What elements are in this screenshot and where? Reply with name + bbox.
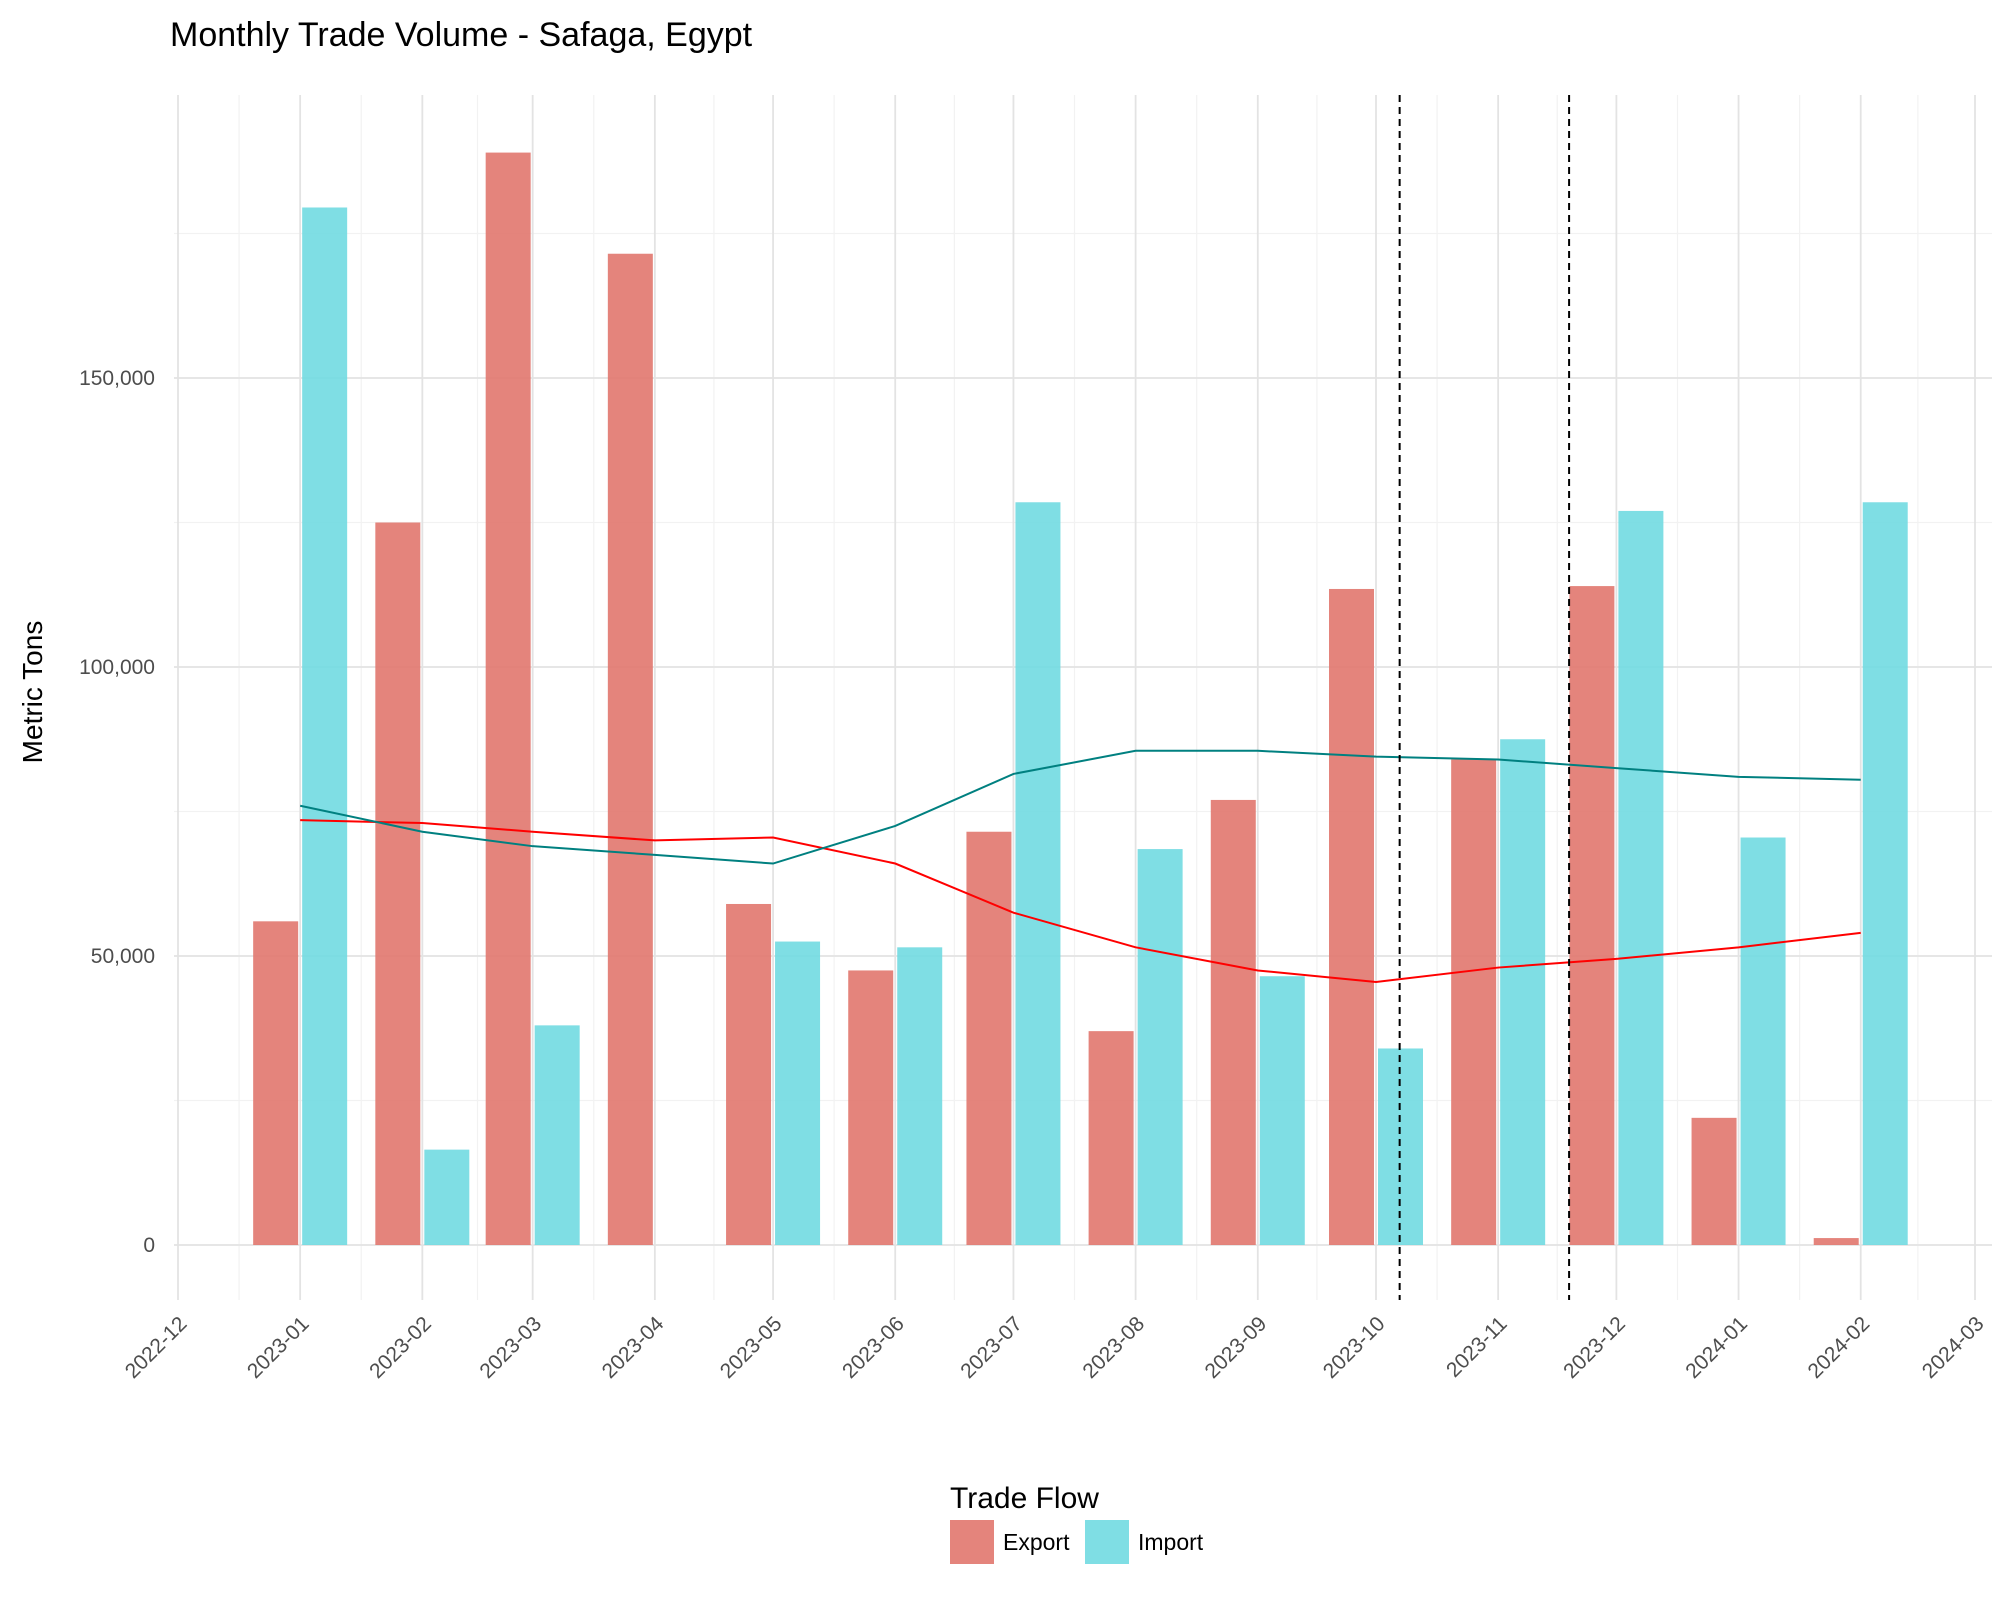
bar-export — [1210, 799, 1256, 1245]
bar-export — [1569, 586, 1615, 1245]
x-tick-label: 2023-06 — [838, 1312, 909, 1383]
bar-import — [1740, 837, 1786, 1245]
x-tick-label: 2024-01 — [1681, 1312, 1752, 1383]
bar-export — [1691, 1117, 1737, 1245]
chart-title: Monthly Trade Volume - Safaga, Egypt — [170, 16, 753, 54]
x-tick-label: 2023-07 — [956, 1312, 1027, 1383]
legend: Trade Flow Export Import — [950, 1482, 1204, 1564]
bar-import — [1259, 976, 1305, 1245]
trend-line-1 — [300, 819, 1861, 984]
bar-export — [607, 253, 653, 1246]
x-tick-label: 2023-01 — [243, 1312, 314, 1383]
x-tick-label: 2023-08 — [1078, 1312, 1149, 1383]
y-axis-ticks: 0 50,000 100,000 150,000 — [79, 367, 155, 1257]
legend-key-export — [950, 1520, 994, 1564]
bar-import — [534, 1025, 580, 1245]
x-tick-label: 2023-11 — [1442, 1312, 1512, 1382]
bar-export — [1813, 1238, 1859, 1245]
x-tick-label: 2023-10 — [1319, 1312, 1390, 1383]
x-tick-label: 2023-03 — [475, 1312, 546, 1383]
grid-layer — [174, 95, 1992, 1300]
x-tick-label: 2024-03 — [1918, 1312, 1989, 1383]
bar-export — [1329, 588, 1374, 1245]
x-tick-label: 2023-02 — [365, 1312, 436, 1383]
bar-import — [1862, 502, 1908, 1245]
x-tick-label: 2024-02 — [1803, 1312, 1874, 1383]
bar-export — [253, 921, 299, 1245]
y-tick-label: 100,000 — [79, 656, 155, 679]
bar-import — [1137, 849, 1183, 1245]
line-layer — [299, 749, 1861, 984]
bar-import — [424, 1149, 470, 1245]
x-tick-label: 2023-04 — [598, 1312, 669, 1383]
x-tick-label: 2023-05 — [716, 1312, 787, 1383]
bar-export — [726, 903, 772, 1245]
bar-export — [1451, 759, 1497, 1245]
bar-layer — [253, 152, 1908, 1246]
x-axis-ticks: 2022-12 2023-01 2023-02 2023-03 2023-04 2023-… — [121, 1312, 1989, 1383]
legend-label-import: Import — [1138, 1529, 1204, 1555]
x-tick-label: 2022-12 — [121, 1312, 192, 1383]
bar-export — [848, 970, 894, 1245]
bar-import — [775, 941, 821, 1245]
bar-import — [1618, 510, 1664, 1245]
bar-import — [897, 947, 943, 1245]
vline-layer — [1398, 95, 1571, 1300]
y-tick-label: 150,000 — [79, 367, 155, 390]
x-tick-label: 2023-09 — [1201, 1312, 1272, 1383]
bar-import — [302, 207, 348, 1246]
y-axis-title: Metric Tons — [17, 621, 48, 764]
y-tick-label: 50,000 — [91, 945, 155, 968]
bar-export — [1088, 1031, 1134, 1245]
x-tick-label: 2023-12 — [1559, 1312, 1630, 1383]
y-tick-label: 0 — [143, 1234, 155, 1257]
legend-title: Trade Flow — [950, 1482, 1099, 1515]
legend-items: Export Import — [950, 1520, 1204, 1564]
bar-export — [375, 522, 421, 1245]
bar-import — [1015, 502, 1061, 1245]
bar-import — [1500, 739, 1546, 1245]
legend-label-export: Export — [1003, 1529, 1070, 1555]
trend-line-2 — [299, 749, 1861, 865]
bar-export — [485, 152, 531, 1246]
bar-export — [966, 831, 1012, 1245]
legend-key-import — [1085, 1520, 1129, 1564]
